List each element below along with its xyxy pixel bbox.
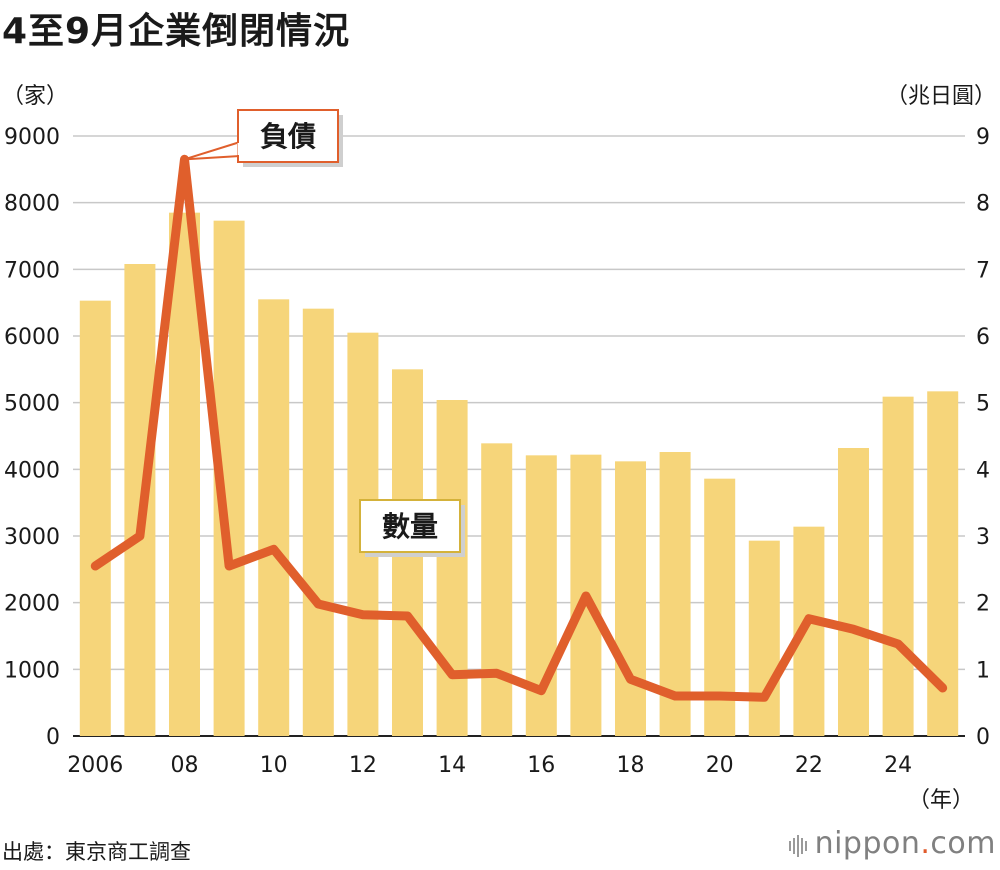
y-right-tick-label: 2 — [976, 592, 990, 617]
x-tick-label: 14 — [438, 753, 466, 778]
y-left-tick-label: 2000 — [4, 592, 60, 617]
x-tick-label: 24 — [884, 753, 912, 778]
callout-count-label: 數量 — [382, 510, 438, 543]
logo-text: nippon — [814, 826, 921, 861]
y-right-tick-label: 6 — [976, 325, 990, 350]
y-right-tick-label: 7 — [976, 258, 990, 283]
x-tick-label: 22 — [795, 753, 823, 778]
y-left-tick-label: 4000 — [4, 458, 60, 483]
x-axis-unit: （年） — [907, 788, 974, 813]
callouts: 負債 數量 — [183, 109, 465, 557]
y-left-tick-label: 3000 — [4, 525, 60, 550]
y-left-tick-label: 9000 — [4, 125, 60, 150]
callout-debt-label: 負債 — [260, 120, 316, 153]
callout-count: 數量 — [359, 499, 465, 557]
right-axis-unit: （兆日圓） — [885, 84, 996, 109]
y-left-tick-label: 7000 — [4, 258, 60, 283]
gridlines — [73, 135, 965, 737]
y-right-tick-label: 0 — [976, 725, 990, 750]
logo-bars-icon — [788, 827, 809, 862]
left-axis-unit: （家） — [2, 84, 69, 109]
source-note: 出處：東京商工調查 — [2, 840, 191, 864]
x-tick-label: 08 — [171, 753, 199, 778]
nippon-logo: nippon.com — [788, 826, 996, 862]
y-right-tick-label: 5 — [976, 392, 990, 417]
bar — [481, 443, 513, 736]
x-tick-label: 20 — [706, 753, 734, 778]
debt-line — [90, 154, 948, 702]
chart-title: 4至9月企業倒閉情況 — [2, 11, 351, 52]
callout-pointer — [183, 141, 241, 161]
x-tick-label: 12 — [349, 753, 377, 778]
bar — [302, 308, 334, 736]
x-tick-label: 10 — [260, 753, 288, 778]
y-left-tick-label: 6000 — [4, 325, 60, 350]
bar — [615, 461, 646, 736]
x-axis-ticks: 2006 08 10 12 14 16 18 20 22 24 — [67, 753, 912, 778]
bar — [258, 299, 290, 736]
x-tick-label: 16 — [527, 753, 555, 778]
y-axis-ticks: 0 0 1000 1 2000 2 3000 3 4000 4 5000 5 6000 6 7000 7 800… — [4, 125, 990, 750]
y-left-tick-label: 1000 — [4, 658, 60, 683]
logo-dot: . — [920, 826, 931, 861]
y-left-tick-label: 0 — [46, 725, 60, 750]
callout-debt: 負債 — [183, 109, 343, 167]
x-tick-label: 18 — [617, 753, 645, 778]
bar — [838, 448, 869, 736]
bar — [882, 396, 914, 736]
bar — [748, 540, 780, 736]
y-right-tick-label: 8 — [976, 192, 990, 217]
logo-suffix: com — [930, 826, 996, 861]
y-right-tick-label: 4 — [976, 458, 990, 483]
y-right-tick-label: 1 — [976, 658, 990, 683]
bar — [169, 212, 200, 736]
bar-series — [79, 212, 959, 736]
bar — [436, 400, 468, 736]
x-tick-label: 2006 — [67, 753, 123, 778]
line-series — [90, 154, 948, 702]
y-right-tick-label: 9 — [976, 125, 990, 150]
y-left-tick-label: 5000 — [4, 392, 60, 417]
y-left-tick-label: 8000 — [4, 192, 60, 217]
y-right-tick-label: 3 — [976, 525, 990, 550]
bar — [79, 300, 111, 736]
chart: 0 0 1000 1 2000 2 3000 3 4000 4 5000 5 6000 6 7000 7 800… — [4, 109, 990, 778]
